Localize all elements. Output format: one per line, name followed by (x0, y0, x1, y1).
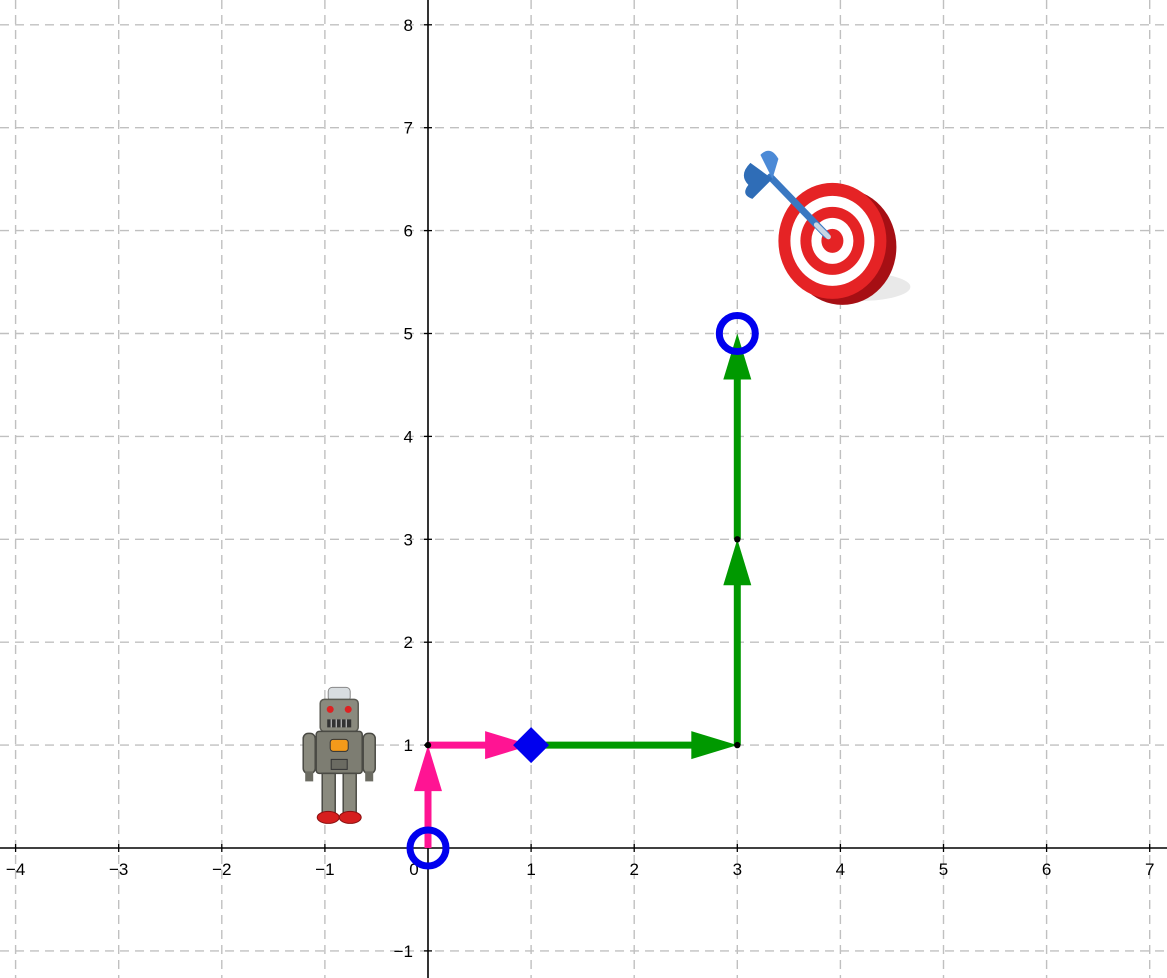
path-arrows (414, 333, 752, 848)
y-tick-label: 3 (404, 530, 413, 549)
junction-dot (424, 741, 432, 749)
x-tick-label: 7 (1145, 860, 1154, 879)
circle-marker (715, 312, 759, 355)
y-tick-label: 4 (404, 427, 413, 446)
junction-dot (734, 741, 741, 749)
green-arrow (531, 731, 738, 760)
x-tick-label: 1 (526, 860, 535, 879)
y-tick-label: 8 (404, 16, 413, 35)
y-tick-label: −1 (394, 942, 413, 961)
green-arrow-head (723, 333, 752, 380)
tick-labels: −4 −3 −2 −1 1 2 3 4 5 6 7 −1 1 2 3 4 5 6 7 8 0 (6, 16, 1155, 961)
green-arrow (723, 539, 752, 746)
y-tick-label: 1 (404, 736, 413, 755)
y-tick-label: 7 (404, 119, 413, 138)
junction-dot (734, 536, 741, 543)
x-tick-label: 6 (1042, 860, 1051, 879)
y-tick-label: 6 (404, 222, 413, 241)
y-tick-label: 2 (404, 633, 413, 652)
pink-arrow (428, 731, 532, 760)
green-arrow-head (691, 731, 738, 760)
y-tick-label: 5 (404, 325, 413, 344)
x-tick-label: −4 (6, 860, 25, 879)
x-tick-label: 2 (629, 860, 638, 879)
x-tick-label: 5 (939, 860, 948, 879)
circle-marker (406, 826, 450, 870)
pink-arrow-head (485, 731, 532, 760)
x-tick-label: −3 (109, 860, 128, 879)
robot-icon[interactable] (302, 686, 376, 824)
pink-arrow-head (414, 745, 442, 792)
x-tick-label: 4 (836, 860, 845, 879)
markers (406, 312, 759, 870)
pink-arrow (414, 745, 442, 848)
target-icon[interactable] (743, 150, 911, 305)
green-arrow (723, 333, 752, 540)
x-tick-label: −2 (212, 860, 231, 879)
diamond-marker (513, 727, 550, 764)
x-tick-label: −1 (315, 860, 334, 879)
green-arrow-head (723, 539, 752, 586)
origin-label: 0 (409, 860, 418, 879)
x-tick-label: 3 (733, 860, 742, 879)
